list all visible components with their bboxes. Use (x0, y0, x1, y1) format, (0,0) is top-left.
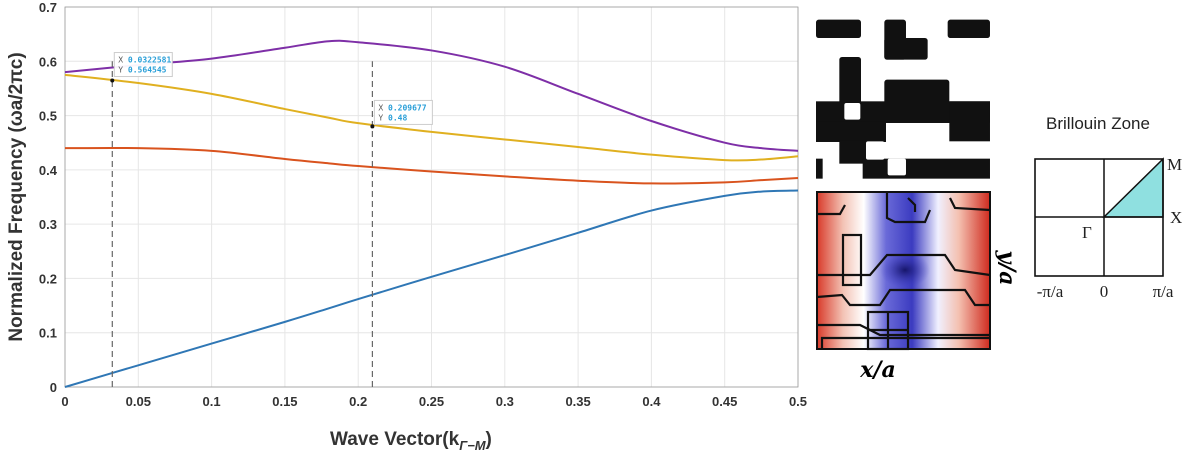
x-axis-label: Wave Vector(kΓ−M) (330, 429, 492, 453)
plot-frame (64, 6, 799, 388)
brillouin-zone-diagram: Brillouin Zone M X Γ -π/a 0 π/a (1034, 114, 1182, 301)
y-tick-label: 0.1 (39, 326, 57, 341)
label-pos-pi: π/a (1153, 282, 1174, 301)
y-tick-label: 0.2 (39, 271, 57, 286)
x-tick-label: 0.3 (496, 394, 514, 409)
x-tick-label: 0.15 (272, 394, 297, 409)
irreducible-zone (1102, 157, 1164, 218)
x-tick-label: 0.1 (203, 394, 221, 409)
series-line-2 (64, 146, 799, 185)
x-tick-label: 0 (61, 394, 68, 409)
y-tick-label: 0.3 (39, 217, 57, 232)
label-zero: 0 (1100, 282, 1109, 301)
x-tick-label: 0.35 (565, 394, 590, 409)
y-tick-label: 0 (50, 380, 57, 395)
y-tick-label: 0.6 (39, 54, 57, 69)
x-tick-label: 0.5 (789, 394, 807, 409)
series-line-4 (64, 39, 799, 152)
series-line-3 (64, 73, 799, 162)
label-X: X (1170, 208, 1182, 227)
field-y-label: y/a (994, 249, 1020, 285)
field-plot (816, 191, 991, 351)
x-tick-label: 0.45 (712, 394, 737, 409)
datatip-y: Y 0.48 (378, 113, 407, 122)
label-gamma: Γ (1082, 223, 1092, 242)
y-tick-label: 0.7 (39, 0, 57, 15)
datatip-x: X 0.0322581 (118, 56, 171, 65)
x-tick-label: 0.2 (349, 394, 367, 409)
y-tick-label: 0.4 (39, 163, 58, 178)
unit-cell-pattern (816, 12, 990, 179)
label-M: M (1167, 155, 1182, 174)
x-tick-label: 0.25 (419, 394, 444, 409)
datatip-marker[interactable] (370, 124, 375, 129)
datatip-y: Y 0.564545 (118, 66, 166, 75)
datatip-box[interactable] (373, 99, 433, 125)
x-tick-label: 0.05 (126, 394, 151, 409)
series-line-1 (64, 189, 799, 388)
grid (64, 6, 799, 388)
y-tick-label: 0.5 (39, 109, 57, 124)
y-axis-label: Normalized Frequency (ωa/2πc) (6, 52, 27, 341)
datatip-box[interactable] (113, 52, 173, 78)
datatip-marker[interactable] (110, 78, 115, 83)
field-x-label: x/a (859, 357, 895, 383)
datatip-x: X 0.209677 (378, 103, 426, 112)
brillouin-title: Brillouin Zone (1046, 114, 1150, 133)
x-tick-label: 0.4 (642, 394, 661, 409)
label-neg-pi: -π/a (1037, 282, 1064, 301)
